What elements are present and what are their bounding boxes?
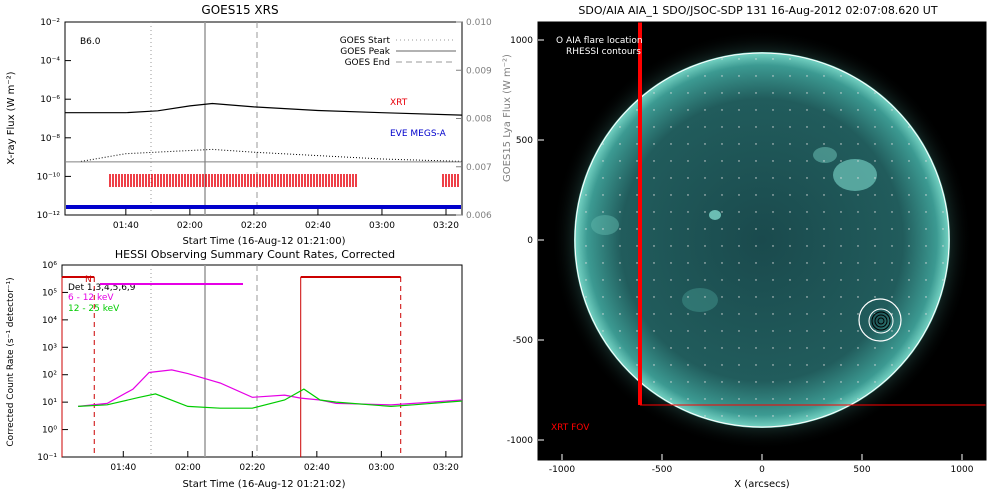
goes-y2-tick-label: 0.009 [466,66,492,76]
goes-x-tick-label: 03:20 [433,221,459,231]
hessi-plot-frame [61,264,463,458]
hessi-y-tick-label: 10¹ [42,398,57,408]
goes-series-layer [65,102,463,163]
aia-panel: SDO/AIA AIA_1 SDO/JSOC-SDP 131 16-Aug-20… [507,4,987,490]
hessi-y-tick-label: 10⁰ [42,426,57,436]
hessi-y-tick-label: 10⁻¹ [37,453,57,463]
hessi-x-tick-label: 03:00 [368,463,394,473]
goes-long-channel-line [65,102,463,116]
goes-legend: GOES Start GOES Peak GOES End [340,36,456,68]
goes-x-tick-label: 02:00 [177,221,203,231]
hessi-night-label: N [85,275,92,285]
aia-y-axis: 1000 500 0 -500 -1000 [507,36,544,446]
hessi-x-axis: 01:40 02:00 02:20 02:40 03:00 03:20 [110,451,459,473]
aia-x-tick-label: 500 [853,465,870,475]
aia-y-tick-label: -500 [513,336,534,346]
hessi-panel: HESSI Observing Summary Count Rates, Cor… [6,248,463,490]
aia-y-tick-label: 1000 [510,36,533,46]
xrt-label: XRT [390,98,408,108]
goes-x-tick-label: 02:40 [305,221,331,231]
xrt-coverage [109,174,459,187]
hessi-low-energy-line [78,369,463,407]
goes-y2-tick-label: 0.007 [466,163,492,173]
xrt-fov-label: XRT FOV [551,423,590,433]
goes-title: GOES15 XRS [201,3,278,17]
legend-goes-start: GOES Start [340,36,391,46]
hessi-title: HESSI Observing Summary Count Rates, Cor… [115,248,395,261]
goes-panel: GOES15 XRS 10⁻² 10⁻⁴ 10⁻⁶ 10⁻⁸ 10⁻¹⁰ 10⁻¹² 0.… [6,3,513,247]
aia-x-tick-label: 1000 [951,465,974,475]
aia-legend-flare: O AIA flare location [556,36,643,46]
goes-y-tick-label: 10⁻¹² [37,211,61,221]
goes-x-label: Start Time (16-Aug-12 01:21:00) [182,236,345,247]
goes-y-tick-label: 10⁻⁴ [40,57,60,67]
goes-y2-tick-label: 0.010 [466,18,492,28]
hessi-x-tick-label: 02:20 [239,463,265,473]
hessi-high-energy-line [78,388,463,409]
eve-label: EVE MEGS-A [390,129,447,139]
goes-y2-tick-label: 0.006 [466,211,492,221]
hessi-y-tick-label: 10³ [42,343,57,353]
hessi-night-intervals [61,276,402,457]
aia-legend-rhessi: RHESSI contours [566,47,641,57]
aia-y-tick-label: 0 [527,236,533,246]
hessi-y-tick-label: 10² [42,371,57,381]
legend-low-energy: 6 - 12 keV [68,293,114,303]
aia-x-tick-label: 0 [759,465,765,475]
rhessi-contour-2 [871,311,891,331]
legend-goes-end: GOES End [345,58,390,68]
goes-y-tick-label: 10⁻⁶ [40,95,60,105]
hessi-legend: N Det 1,3,4,5,6,9 6 - 12 keV 12 - 25 keV [68,275,243,314]
eve-coverage-bar [66,205,461,209]
aia-x-tick-label: -500 [652,465,673,475]
goes-y-axis-left: 10⁻² 10⁻⁴ 10⁻⁶ 10⁻⁸ 10⁻¹⁰ 10⁻¹² [37,18,71,221]
goes-short-channel-line [80,148,463,162]
legend-goes-peak: GOES Peak [340,47,390,57]
goes-y-label-right: GOES15 Lya Flux (W m⁻²) [502,54,513,182]
goes-y-label-left: X-ray Flux (W m⁻²) [6,71,17,164]
hessi-y-label: Corrected Count Rate (s⁻¹ detector⁻¹) [6,277,16,446]
hessi-x-tick-label: 02:40 [304,463,330,473]
rhessi-contour-1 [868,308,894,334]
aia-x-tick-label: -1000 [549,465,575,475]
hessi-x-tick-label: 01:40 [110,463,136,473]
goes-x-tick-label: 01:40 [113,221,139,231]
goes-y-tick-label: 10⁻² [40,18,60,28]
rhessi-contour-3 [874,314,888,328]
flare-location-marker [858,298,902,342]
goes-y2-tick-label: 0.008 [466,115,492,125]
xrt-fov-box [638,22,986,406]
hessi-y-tick-label: 10⁵ [42,288,57,298]
goes-x-tick-label: 03:00 [369,221,395,231]
hessi-series-layer [78,369,463,409]
hessi-x-label: Start Time (16-Aug-12 01:21:02) [182,479,345,490]
hessi-x-tick-label: 03:20 [433,463,459,473]
limb-outline [574,52,950,428]
goes-x-axis: 01:40 02:00 02:20 02:40 03:00 03:20 [113,209,459,231]
aia-y-tick-label: 500 [516,136,533,146]
goes-y-tick-label: 10⁻⁸ [40,134,60,144]
goes-x-tick-label: 02:20 [241,221,267,231]
legend-detectors: Det 1,3,4,5,6,9 [68,283,136,293]
aia-x-label: X (arcsecs) [734,479,790,490]
aia-x-axis: -1000 -500 0 500 1000 [549,454,974,475]
goes-class-label: B6.0 [80,37,101,47]
aia-y-tick-label: -1000 [507,436,533,446]
hessi-y-tick-label: 10⁴ [42,316,57,326]
hessi-y-axis: 10⁶ 10⁵ 10⁴ 10³ 10² 10¹ 10⁰ 10⁻¹ [37,261,68,463]
hessi-x-tick-label: 02:00 [175,463,201,473]
goes-y-axis-right: 0.010 0.009 0.008 0.007 0.006 [456,18,492,221]
flare-circle-outer [858,298,902,342]
rhessi-contour-4 [877,317,885,325]
legend-high-energy: 12 - 25 keV [68,304,120,314]
goes-y-tick-label: 10⁻¹⁰ [37,172,61,182]
hessi-y-tick-label: 10⁶ [42,261,57,271]
aia-title: SDO/AIA AIA_1 SDO/JSOC-SDP 131 16-Aug-20… [578,4,937,17]
